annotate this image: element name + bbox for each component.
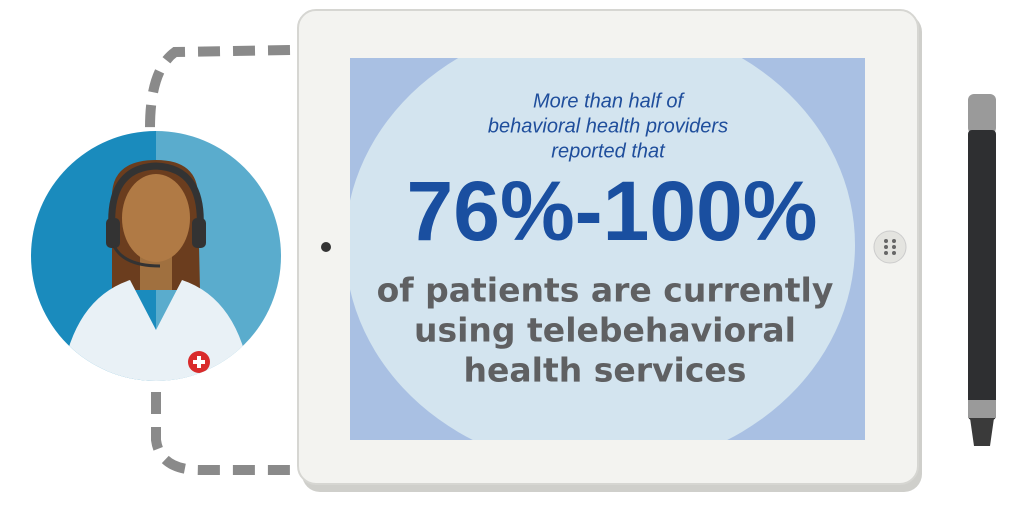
tablet (297, 9, 922, 492)
intro-line: reported that (551, 140, 666, 162)
headline-stat: 76%-100% (407, 164, 818, 258)
dashed-connector (145, 45, 291, 129)
body-line: health services (464, 351, 747, 390)
body-line: of patients are currently (377, 271, 834, 310)
body-line: using telebehavioral (414, 311, 796, 350)
dashed-connector (151, 392, 290, 475)
stylus (968, 94, 996, 446)
intro-line: More than half of (533, 90, 686, 112)
intro-line: behavioral health providers (488, 115, 728, 137)
avatar (31, 131, 281, 381)
